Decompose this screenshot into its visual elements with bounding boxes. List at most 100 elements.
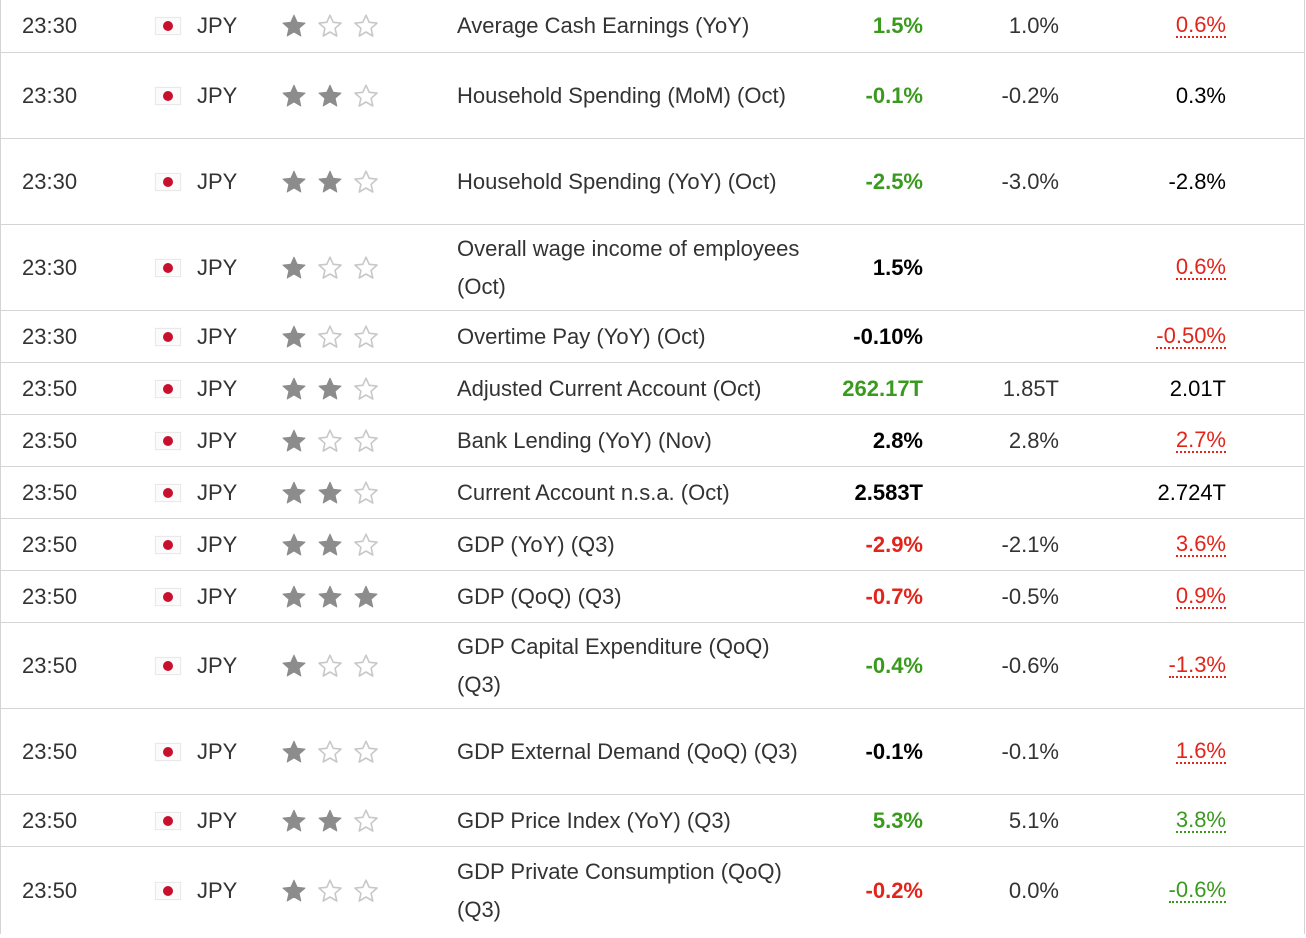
importance-stars (281, 311, 391, 362)
forecast-value: -3.0% (1001, 168, 1059, 194)
flag-cell (153, 519, 183, 570)
japan-flag-icon (155, 327, 181, 346)
event-name[interactable]: Average Cash Earnings (YoY) (457, 13, 750, 38)
event-name[interactable]: GDP (YoY) (Q3) (457, 531, 615, 557)
star-empty-icon (318, 255, 342, 279)
event-time: 23:50 (22, 427, 78, 453)
flag-red-circle (163, 21, 173, 31)
star-filled-icon (282, 740, 306, 762)
actual-value: 2.8% (872, 427, 923, 453)
event-time: 23:50 (22, 479, 78, 505)
flag-red-circle (163, 660, 173, 671)
table-row[interactable]: 23:30 JPY Average Cash Earnings (YoY) 1.5% 1… (1, 0, 1304, 53)
table-row[interactable]: 23:30 JPY Household Spending (YoY) (Oct) -2… (1, 139, 1304, 225)
japan-flag-icon (155, 535, 181, 554)
star-empty-icon (318, 878, 342, 902)
star-empty-icon (318, 324, 342, 348)
previous-cell: -0.50% (1081, 311, 1226, 362)
forecast-value: 1.85T (1002, 375, 1059, 401)
previous-value-revised[interactable]: 0.6% (1175, 253, 1226, 280)
flag-cell (153, 363, 183, 414)
flag-red-circle (163, 746, 173, 757)
currency-code: JPY (197, 738, 238, 764)
japan-flag-icon (155, 881, 181, 900)
japan-flag-icon (155, 811, 181, 830)
event-name[interactable]: Household Spending (MoM) (Oct) (457, 82, 786, 108)
previous-value-revised[interactable]: 1.6% (1175, 737, 1226, 764)
japan-flag-icon (155, 483, 181, 502)
event-time: 23:50 (22, 652, 78, 678)
event-time: 23:30 (22, 254, 78, 280)
previous-value-revised[interactable]: -0.50% (1156, 322, 1226, 349)
previous-value-revised[interactable]: 3.8% (1175, 806, 1226, 833)
forecast-value: -0.1% (1001, 738, 1059, 764)
table-row[interactable]: 23:50 JPY GDP Capital Expenditure (QoQ) (Q… (1, 623, 1304, 709)
event-name[interactable]: GDP Capital Expenditure (QoQ) (Q3) (457, 633, 770, 697)
forecast-value: 2.8% (1008, 427, 1059, 453)
previous-value-revised[interactable]: -1.3% (1168, 651, 1226, 678)
flag-red-circle (163, 383, 173, 394)
flag-cell (153, 709, 183, 794)
previous-value-revised[interactable]: 0.9% (1175, 582, 1226, 609)
currency-code: JPY (197, 82, 238, 108)
event-name[interactable]: Current Account n.s.a. (Oct) (457, 479, 730, 505)
flag-red-circle (163, 591, 173, 602)
event-name[interactable]: GDP External Demand (QoQ) (Q3) (457, 738, 798, 764)
previous-value-revised[interactable]: -0.6% (1168, 876, 1226, 903)
event-name[interactable]: Household Spending (YoY) (Oct) (457, 168, 777, 194)
table-row[interactable]: 23:50 JPY Bank Lending (YoY) (Nov) 2.8% 2.8%… (1, 415, 1304, 467)
table-row[interactable]: 23:50 JPY GDP (QoQ) (Q3) -0.7% -0.5% 0.9% (1, 571, 1304, 623)
event-name[interactable]: GDP (QoQ) (Q3) (457, 583, 622, 609)
event-name[interactable]: Overall wage income of employees (Oct) (457, 235, 800, 299)
event-name[interactable]: GDP Private Consumption (QoQ) (Q3) (457, 858, 782, 922)
table-row[interactable]: 23:30 JPY Household Spending (MoM) (Oct) -0… (1, 53, 1304, 139)
event-name[interactable]: Overtime Pay (YoY) (Oct) (457, 323, 706, 349)
previous-value-revised[interactable]: 2.7% (1175, 426, 1226, 453)
actual-value: 1.5% (872, 254, 923, 280)
table-row[interactable]: 23:50 JPY Adjusted Current Account (Oct) 26… (1, 363, 1304, 415)
event-name[interactable]: GDP Price Index (YoY) (Q3) (457, 807, 731, 833)
previous-value: -2.8% (1168, 168, 1226, 194)
table-row[interactable]: 23:50 JPY GDP Private Consumption (QoQ) (Q… (1, 847, 1304, 934)
star-empty-icon (318, 428, 342, 452)
table-row[interactable]: 23:30 JPY Overall wage income of employees… (1, 225, 1304, 311)
event-time: 23:50 (22, 583, 78, 609)
previous-cell: 0.6% (1081, 225, 1226, 310)
star-filled-icon (318, 809, 342, 831)
table-row[interactable]: 23:50 JPY GDP (YoY) (Q3) -2.9% -2.1% 3.6% (1, 519, 1304, 571)
importance-stars (281, 467, 391, 518)
forecast-value: -0.2% (1001, 82, 1059, 108)
importance-stars (281, 795, 391, 846)
previous-cell: -2.8% (1081, 139, 1226, 224)
table-row[interactable]: 23:50 JPY Current Account n.s.a. (Oct) 2.58… (1, 467, 1304, 519)
event-time: 23:30 (22, 13, 78, 38)
star-empty-icon (354, 428, 378, 452)
previous-value-revised[interactable]: 0.6% (1175, 12, 1226, 38)
star-filled-icon (282, 809, 306, 831)
star-empty-icon (354, 808, 378, 832)
previous-value-revised[interactable]: 3.6% (1175, 530, 1226, 557)
actual-value: -0.7% (865, 583, 923, 609)
star-empty-icon (354, 653, 378, 677)
forecast-value: -2.1% (1001, 531, 1059, 557)
star-empty-icon (354, 83, 378, 107)
currency-code: JPY (197, 877, 238, 903)
previous-cell: 0.9% (1081, 571, 1226, 622)
importance-stars (281, 363, 391, 414)
event-name[interactable]: Adjusted Current Account (Oct) (457, 375, 762, 401)
flag-red-circle (163, 176, 173, 187)
flag-cell (153, 571, 183, 622)
star-filled-icon (282, 256, 306, 278)
actual-value: 5.3% (872, 807, 923, 833)
table-row[interactable]: 23:50 JPY GDP External Demand (QoQ) (Q3) -0… (1, 709, 1304, 795)
event-time: 23:50 (22, 375, 78, 401)
event-name[interactable]: Bank Lending (YoY) (Nov) (457, 427, 712, 453)
star-filled-icon (282, 429, 306, 451)
japan-flag-icon (155, 86, 181, 105)
table-row[interactable]: 23:50 JPY GDP Price Index (YoY) (Q3) 5.3% 5.… (1, 795, 1304, 847)
forecast-value: 5.1% (1008, 807, 1059, 833)
star-filled-icon (282, 879, 306, 901)
previous-cell: -1.3% (1081, 623, 1226, 708)
importance-stars (281, 53, 391, 138)
table-row[interactable]: 23:30 JPY Overtime Pay (YoY) (Oct) -0.10% -0… (1, 311, 1304, 363)
